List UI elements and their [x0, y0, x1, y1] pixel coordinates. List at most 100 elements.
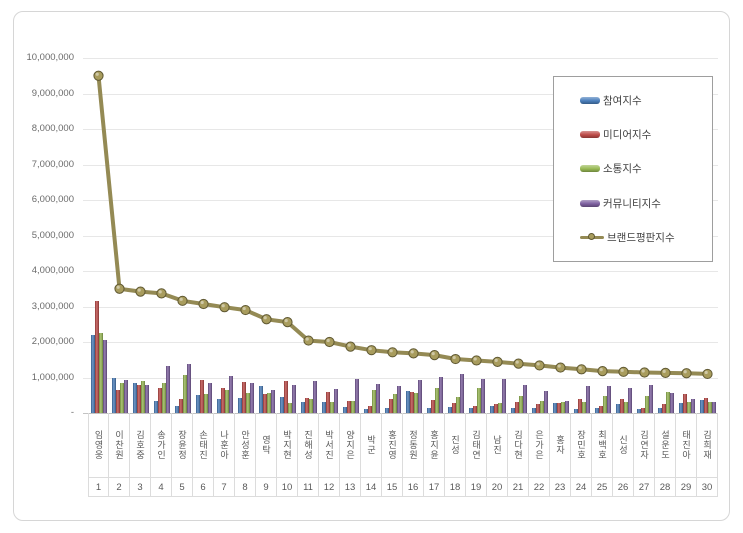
line-marker-icon: [240, 304, 251, 316]
bar-미디어지수: [556, 403, 561, 413]
gridline: [83, 413, 718, 414]
line-marker-icon: [366, 345, 377, 356]
line-marker-highlight: [704, 370, 708, 375]
bar-소통지수: [203, 393, 208, 413]
bar-소통지수: [518, 396, 523, 413]
bar-미디어지수: [115, 390, 120, 413]
bar-커뮤니티지수: [690, 398, 695, 413]
line-marker-icon: [177, 295, 188, 306]
gridline: [83, 271, 718, 272]
bar-소통지수: [644, 396, 649, 413]
line-marker-icon: [408, 348, 419, 359]
rank-label: 10: [277, 477, 298, 497]
y-axis-label: 7,000,000: [31, 158, 74, 170]
category-label: 박지현: [277, 413, 298, 477]
bar-미디어지수: [619, 398, 624, 413]
rank-label: 29: [676, 477, 697, 497]
bar-참여지수: [447, 407, 452, 413]
y-axis-label: 2,000,000: [31, 336, 74, 347]
rank-label: 8: [235, 477, 256, 497]
line-marker-icon: [135, 286, 146, 297]
bar-커뮤니티지수: [375, 383, 380, 413]
legend-item-communication: 소통지수: [580, 161, 712, 176]
bar-미디어지수: [283, 381, 288, 413]
bar-소통지수: [581, 402, 586, 413]
line-marker-highlight: [305, 337, 309, 341]
gridline: [83, 306, 718, 308]
rank-label: 1: [88, 477, 109, 497]
bar-참여지수: [363, 409, 368, 413]
bar-소통지수: [329, 401, 334, 413]
line-marker-highlight: [641, 369, 645, 373]
bar-미디어지수: [535, 404, 540, 413]
gridline: [83, 129, 718, 130]
bar-참여지수: [300, 401, 305, 413]
line-marker-highlight: [326, 338, 330, 343]
rank-label: 21: [508, 477, 529, 497]
bar-소통지수: [287, 403, 292, 413]
legend-label: 미디어지수: [603, 129, 652, 142]
gridline: [83, 235, 718, 237]
line-marker-highlight: [284, 319, 288, 323]
line-marker-highlight: [452, 355, 456, 360]
participation-swatch-icon: [580, 96, 600, 104]
bar-커뮤니티지수: [249, 382, 254, 413]
bar-커뮤니티지수: [459, 373, 464, 413]
bar-커뮤니티지수: [543, 391, 548, 413]
line-marker-icon: [114, 283, 125, 294]
line-marker-highlight: [200, 300, 204, 305]
rank-label: 25: [592, 477, 613, 497]
bar-참여지수: [468, 408, 473, 413]
category-label: 장민호: [571, 413, 592, 477]
media-swatch-icon: [580, 131, 600, 139]
bar-커뮤니티지수: [438, 376, 443, 413]
rank-label: 30: [697, 477, 718, 497]
bar-커뮤니티지수: [396, 386, 401, 413]
community-swatch-icon: [580, 199, 600, 207]
gridline: [83, 164, 718, 166]
category-label: 송가인: [151, 413, 172, 477]
line-marker-icon: [597, 366, 608, 377]
line-marker-highlight: [683, 370, 687, 374]
rank-label: 12: [319, 477, 340, 497]
bar-커뮤니티지수: [291, 384, 296, 413]
bar-커뮤니티지수: [480, 379, 485, 413]
line-marker-highlight: [221, 304, 225, 308]
bar-참여지수: [405, 390, 410, 413]
bar-소통지수: [224, 390, 229, 413]
line-marker-highlight: [179, 297, 183, 301]
category-label: 홍자: [550, 413, 571, 477]
bar-참여지수: [699, 399, 704, 413]
bar-참여지수: [384, 408, 389, 413]
bar-소통지수: [455, 396, 460, 413]
bar-커뮤니티지수: [270, 389, 275, 413]
bar-소통지수: [539, 400, 544, 413]
bar-소통지수: [119, 382, 124, 413]
line-marker-highlight: [242, 306, 246, 311]
gridline: [83, 200, 718, 201]
rank-label: 11: [298, 477, 319, 497]
bar-커뮤니티지수: [207, 382, 212, 413]
legend-label: 커뮤니티지수: [603, 197, 661, 210]
bar-미디어지수: [136, 385, 141, 413]
bar-소통지수: [308, 398, 313, 413]
bar-참여지수: [636, 409, 641, 413]
bar-미디어지수: [703, 398, 708, 413]
bar-커뮤니티지수: [711, 402, 716, 413]
line-marker-icon: [660, 367, 671, 378]
rank-label: 6: [193, 477, 214, 497]
bar-참여지수: [216, 399, 221, 413]
bar-미디어지수: [598, 405, 603, 413]
bar-커뮤니티지수: [354, 378, 359, 413]
line-marker-highlight: [494, 358, 498, 362]
bar-참여지수: [594, 408, 599, 413]
line-marker-highlight: [368, 347, 372, 351]
line-marker-icon: [471, 355, 482, 366]
category-label: 정동원: [403, 413, 424, 477]
legend-label: 소통지수: [603, 163, 642, 176]
line-marker-icon: [513, 358, 524, 369]
category-label: 김호중: [130, 413, 151, 477]
bar-미디어지수: [577, 398, 582, 413]
line-marker-icon: [387, 347, 398, 358]
